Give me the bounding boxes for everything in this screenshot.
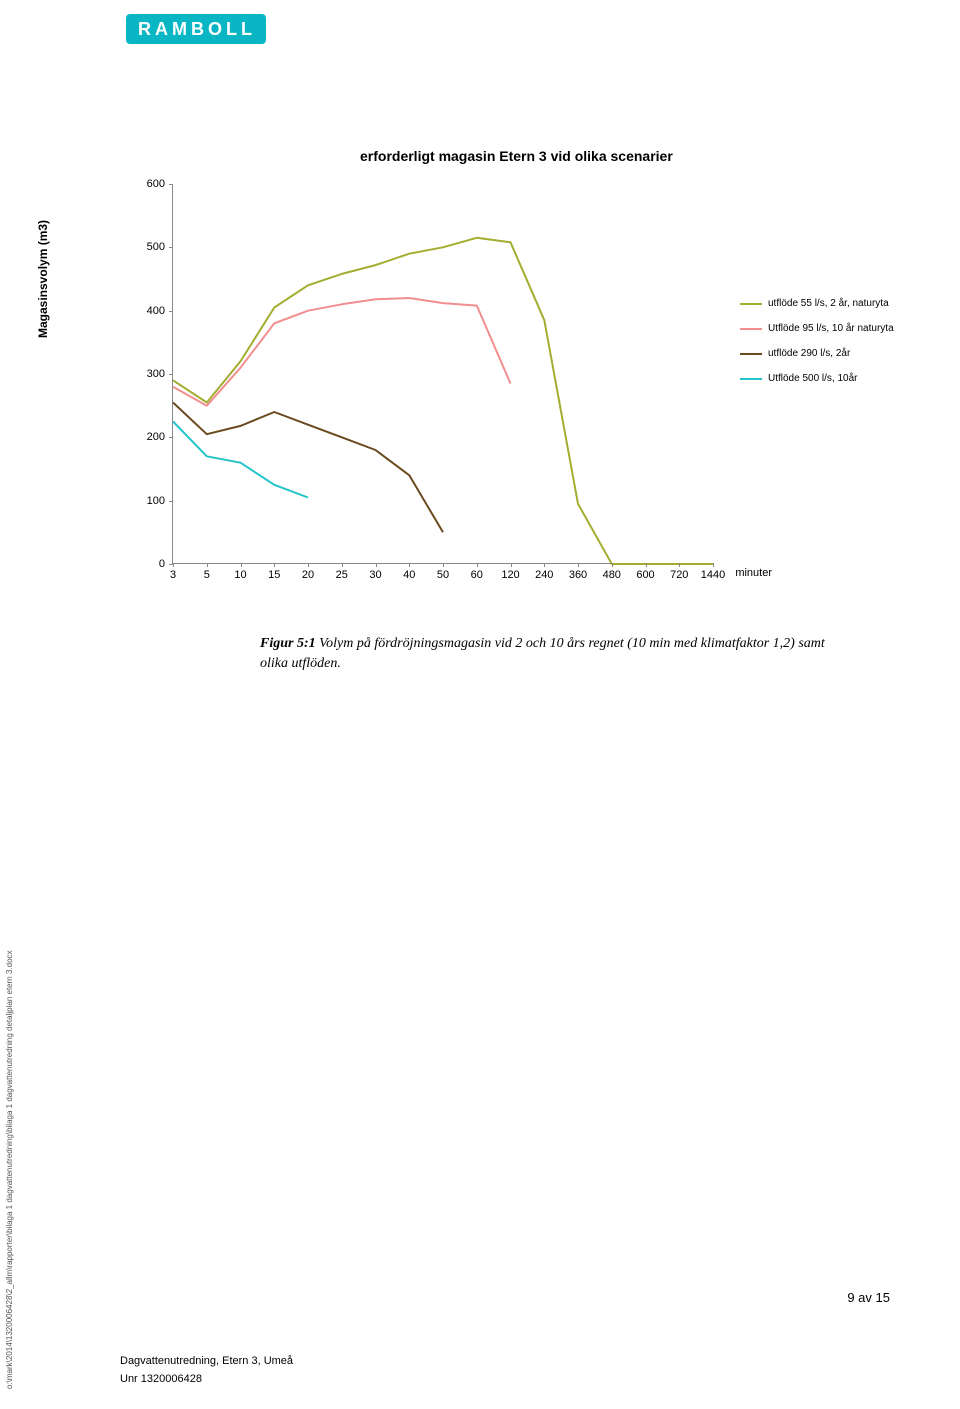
y-tick — [169, 184, 173, 185]
footer-title: Dagvattenutredning, Etern 3, Umeå — [120, 1355, 293, 1367]
x-axis-title: minuter — [735, 567, 772, 579]
y-tick-label: 600 — [147, 178, 165, 190]
y-tick-label: 100 — [147, 495, 165, 507]
figure-caption-text: Volym på fördröjningsmagasin vid 2 och 1… — [260, 636, 825, 671]
x-tick-label: 60 — [471, 569, 483, 581]
legend-label: utflöde 290 l/s, 2år — [768, 348, 850, 359]
legend-label: utflöde 55 l/s, 2 år, naturyta — [768, 298, 889, 309]
legend-item: Utflöde 95 l/s, 10 år naturyta — [740, 323, 920, 334]
series-line — [173, 238, 713, 564]
x-tick-label: 3 — [170, 569, 176, 581]
logo: RAMBOLL — [126, 14, 266, 44]
x-tick-label: 50 — [437, 569, 449, 581]
figure-label: Figur 5:1 — [260, 636, 316, 651]
x-tick — [443, 563, 444, 567]
footer-ref: Unr 1320006428 — [120, 1373, 202, 1385]
legend-item: utflöde 290 l/s, 2år — [740, 348, 920, 359]
x-tick-label: 1440 — [701, 569, 725, 581]
legend-item: Utflöde 500 l/s, 10år — [740, 373, 920, 384]
x-tick — [342, 563, 343, 567]
x-tick — [376, 563, 377, 567]
y-tick-label: 400 — [147, 305, 165, 317]
x-tick — [173, 563, 174, 567]
series-line — [173, 422, 308, 498]
legend-swatch — [740, 378, 762, 380]
legend-swatch — [740, 353, 762, 355]
x-tick — [274, 563, 275, 567]
chart-title: erforderligt magasin Etern 3 vid olika s… — [360, 148, 673, 164]
y-tick — [169, 247, 173, 248]
x-tick — [646, 563, 647, 567]
x-tick-label: 30 — [369, 569, 381, 581]
x-tick-label: 120 — [501, 569, 519, 581]
plot-area: minuter 01002003004005006003510152025304… — [172, 184, 712, 564]
series-line — [173, 403, 443, 533]
legend-item: utflöde 55 l/s, 2 år, naturyta — [740, 298, 920, 309]
y-tick — [169, 501, 173, 502]
legend-swatch — [740, 303, 762, 305]
y-tick — [169, 311, 173, 312]
x-tick — [578, 563, 579, 567]
series-line — [173, 298, 511, 406]
x-tick-label: 600 — [636, 569, 654, 581]
x-tick-label: 5 — [204, 569, 210, 581]
x-tick-label: 20 — [302, 569, 314, 581]
x-tick — [308, 563, 309, 567]
x-tick — [544, 563, 545, 567]
legend-swatch — [740, 328, 762, 330]
y-tick-label: 200 — [147, 431, 165, 443]
x-tick-label: 720 — [670, 569, 688, 581]
x-tick — [477, 563, 478, 567]
y-tick-label: 300 — [147, 368, 165, 380]
logo-text: RAMBOLL — [126, 14, 266, 44]
x-tick — [409, 563, 410, 567]
page-number: 9 av 15 — [847, 1290, 890, 1305]
legend-label: Utflöde 95 l/s, 10 år naturyta — [768, 323, 894, 334]
x-tick-label: 480 — [603, 569, 621, 581]
x-tick-label: 10 — [234, 569, 246, 581]
y-tick-label: 500 — [147, 241, 165, 253]
x-tick-label: 25 — [336, 569, 348, 581]
x-tick — [713, 563, 714, 567]
y-tick — [169, 374, 173, 375]
x-tick — [241, 563, 242, 567]
x-tick-label: 40 — [403, 569, 415, 581]
y-axis-title: Magasinsvolym (m3) — [36, 220, 50, 338]
figure-caption: Figur 5:1 Volym på fördröjningsmagasin v… — [260, 634, 840, 673]
y-tick-label: 0 — [159, 558, 165, 570]
x-tick-label: 360 — [569, 569, 587, 581]
file-path: o:\mark\2014\1320006428\2_allm\rapporter… — [5, 950, 14, 1389]
x-tick — [612, 563, 613, 567]
legend: utflöde 55 l/s, 2 år, naturyta Utflöde 95… — [740, 298, 920, 398]
x-tick — [679, 563, 680, 567]
chart-lines — [173, 184, 713, 564]
x-tick — [207, 563, 208, 567]
x-tick — [511, 563, 512, 567]
legend-label: Utflöde 500 l/s, 10år — [768, 373, 858, 384]
x-tick-label: 15 — [268, 569, 280, 581]
chart: erforderligt magasin Etern 3 vid olika s… — [90, 148, 920, 608]
y-tick — [169, 437, 173, 438]
x-tick-label: 240 — [535, 569, 553, 581]
